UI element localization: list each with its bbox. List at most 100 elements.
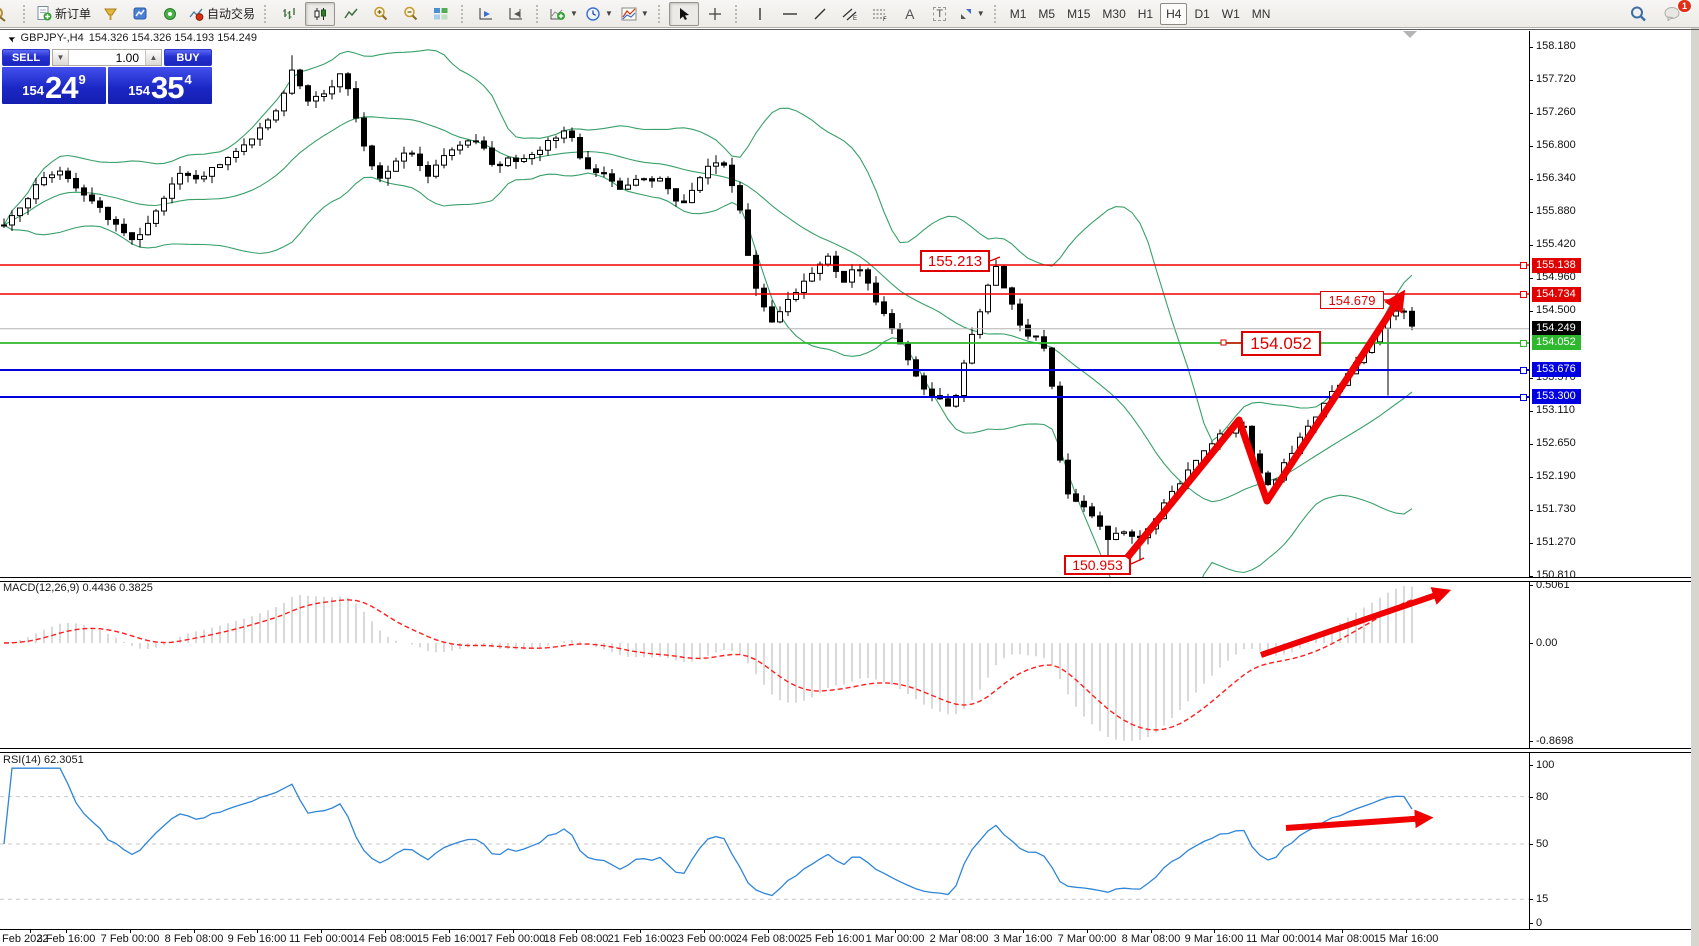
main-chart-canvas[interactable] — [0, 31, 1529, 577]
toolbar-handle — [657, 4, 663, 23]
rsi-pane-canvas[interactable] — [0, 753, 1529, 929]
price-tick-mark — [1529, 510, 1533, 511]
price-tick-label: 156.800 — [1536, 139, 1576, 151]
sell-price-display[interactable]: 154 24 9 — [2, 67, 106, 104]
shapes-dropdown[interactable]: ▼ — [956, 3, 988, 25]
time-axis-label: 14 Feb 08:00 — [352, 933, 418, 945]
macd-tick-mark — [1529, 585, 1533, 586]
period-dropdown[interactable]: ▼ — [583, 3, 616, 25]
price-annotation[interactable]: 150.953 — [1064, 555, 1131, 575]
time-axis-label: 2 Mar 08:00 — [929, 933, 989, 945]
cursor-icon — [679, 7, 689, 20]
zoom-in-button[interactable] — [367, 3, 395, 25]
time-axis-label: 1 Mar 00:00 — [865, 933, 925, 945]
buy-button[interactable]: BUY — [164, 49, 212, 66]
styler-button[interactable] — [96, 3, 124, 25]
horizontal-line-button[interactable] — [776, 3, 804, 25]
price-line-badge[interactable]: 153.676 — [1532, 362, 1581, 377]
line-chart-type-button[interactable] — [337, 3, 365, 25]
notifications-button[interactable]: 1 — [1658, 0, 1692, 25]
text-button[interactable]: A — [905, 5, 915, 22]
shapes-arrows-icon — [960, 8, 971, 19]
price-tick-mark — [1529, 113, 1533, 114]
label-button[interactable]: T — [926, 3, 954, 25]
tile-windows-button[interactable] — [427, 3, 455, 25]
macd-tick-label: 0.00 — [1536, 637, 1558, 649]
time-axis-label: 7 Feb 00:00 — [100, 933, 160, 945]
candlestick-chart-type-button[interactable] — [305, 1, 336, 26]
market-watch-button[interactable] — [126, 3, 154, 25]
price-annotation[interactable]: 154.052 — [1241, 331, 1321, 356]
rsi-tick-label: 100 — [1536, 759, 1555, 771]
price-line-badge[interactable]: 154.052 — [1532, 335, 1581, 350]
buy-price-display[interactable]: 154 35 4 — [108, 67, 212, 104]
volume-input[interactable]: 1.00 — [115, 51, 139, 65]
zoom-out-button[interactable] — [397, 3, 425, 25]
volume-decrease-button[interactable]: ▼ — [53, 50, 69, 65]
chart-title: GBPJPY-,H4 — [20, 32, 84, 44]
trendline-button[interactable] — [806, 3, 834, 25]
time-tick-mark — [832, 929, 833, 933]
price-line-badge[interactable]: 155.138 — [1532, 258, 1581, 273]
time-tick-mark — [640, 929, 641, 933]
time-tick-mark — [1406, 929, 1407, 933]
crosshair-button[interactable] — [701, 3, 729, 25]
macd-pane-separator[interactable] — [0, 577, 1691, 582]
tab-timeframe-h4[interactable]: H4 — [1160, 2, 1188, 25]
price-tick-mark — [1529, 278, 1533, 279]
tab-timeframe-h1[interactable]: H1 — [1137, 6, 1154, 21]
template-icon — [621, 7, 637, 20]
price-tick-label: 156.340 — [1536, 172, 1576, 184]
time-axis-label: 18 Feb 08:00 — [543, 933, 609, 945]
rsi-tick-label: 50 — [1536, 838, 1549, 850]
channel-button[interactable]: E — [836, 3, 864, 25]
rsi-tick-mark — [1529, 899, 1533, 900]
vertical-line-button[interactable] — [746, 3, 774, 25]
fibonacci-button[interactable]: F — [866, 3, 894, 25]
autotrading-button[interactable]: 自动交易 — [186, 3, 258, 25]
volume-stepper: ▼ 1.00 ▲ — [52, 49, 162, 66]
tab-timeframe-m15[interactable]: M15 — [1067, 6, 1091, 21]
time-axis-label: 11 Mar 00:00 — [1245, 933, 1311, 945]
tab-timeframe-w1[interactable]: W1 — [1221, 6, 1240, 21]
chart-ohlc-values: 154.326 154.326 154.193 154.249 — [88, 32, 257, 44]
window-right-strip — [1691, 0, 1699, 946]
price-tick-label: 157.260 — [1536, 106, 1576, 118]
price-annotation[interactable]: 155.213 — [920, 250, 990, 272]
volume-increase-button[interactable]: ▲ — [145, 50, 161, 65]
svg-text:F: F — [883, 17, 887, 21]
cursor-button[interactable] — [668, 1, 699, 26]
time-tick-mark — [449, 929, 450, 933]
time-tick-mark — [959, 929, 960, 933]
template-dropdown[interactable]: ▼ — [618, 3, 652, 25]
sell-button[interactable]: SELL — [2, 49, 50, 66]
bar-chart-type-button[interactable] — [275, 3, 303, 25]
bollinger-bands — [3, 49, 1413, 577]
tab-timeframe-m1[interactable]: M1 — [1009, 6, 1027, 21]
navigator-button[interactable] — [156, 3, 184, 25]
indicator-window-button[interactable] — [502, 3, 530, 25]
indicator-list-button[interactable] — [472, 3, 500, 25]
chart-symbol-icon: ➤ — [6, 32, 18, 45]
sell-price-prefix: 154 — [22, 83, 44, 98]
rsi-pane-separator[interactable] — [0, 748, 1691, 753]
price-annotation[interactable]: 154.679 — [1320, 291, 1384, 309]
new-order-button[interactable]: 新订单 — [34, 3, 94, 25]
add-indicator-dropdown[interactable]: ▼ — [547, 3, 581, 25]
tab-timeframe-mn[interactable]: MN — [1251, 6, 1271, 21]
price-line-badge[interactable]: 154.249 — [1532, 321, 1581, 336]
line-end-marker — [1520, 340, 1527, 347]
toolbar-handle — [23, 4, 28, 23]
macd-pane-canvas[interactable] — [0, 581, 1529, 748]
market-watch-icon — [133, 7, 147, 19]
tab-timeframe-d1[interactable]: D1 — [1194, 6, 1210, 21]
tab-timeframe-m5[interactable]: M5 — [1038, 6, 1056, 21]
new-order-label: 新订单 — [55, 7, 92, 21]
auto-scroll-marker[interactable] — [1403, 31, 1417, 38]
price-line-badge[interactable]: 154.734 — [1532, 287, 1581, 302]
tab-timeframe-m30[interactable]: M30 — [1102, 6, 1126, 21]
channel-icon: E — [842, 8, 857, 21]
search-button[interactable] — [1624, 3, 1652, 25]
price-tick-label: 154.500 — [1536, 304, 1576, 316]
price-line-badge[interactable]: 153.300 — [1532, 389, 1581, 404]
